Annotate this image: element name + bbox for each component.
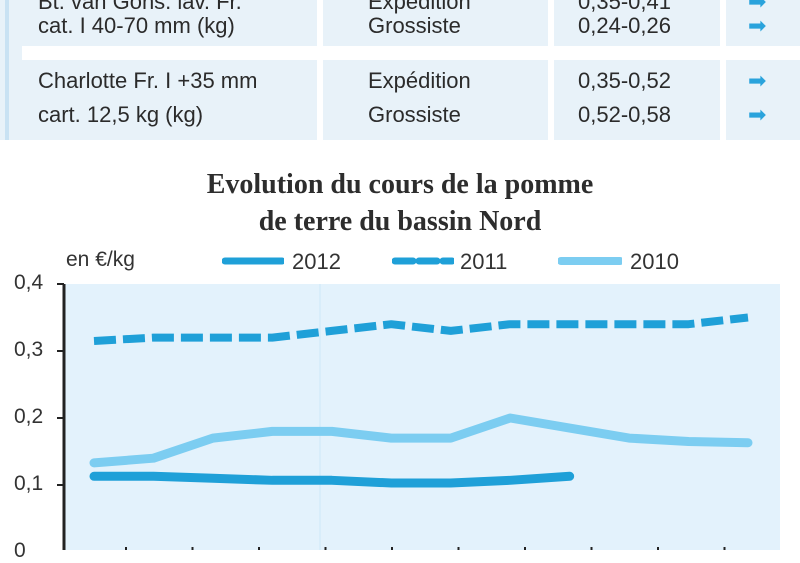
line-chart — [0, 0, 800, 550]
